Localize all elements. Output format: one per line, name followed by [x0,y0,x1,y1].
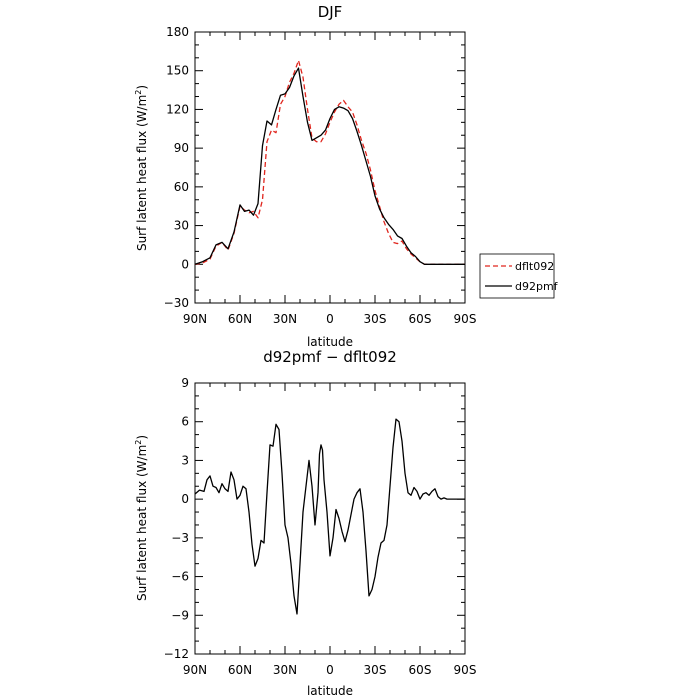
y-tick-label: 3 [181,453,189,467]
x-tick-label: 90S [454,312,477,326]
top-x-tick-labels: 90N 60N 30N 0 30S 60S 90S [183,312,477,326]
legend-label-dflt092: dflt092 [515,260,554,273]
bottom-x-tick-labels: 90N 60N 30N 0 30S 60S 90S [183,663,477,677]
y-tick-label: 0 [181,492,189,506]
top-axis-ticks [194,31,466,304]
legend-label-d92pmf: d92pmf [515,280,559,293]
x-tick-label: 60S [409,312,432,326]
bottom-y-axis-label-text: Surf latent heat flux (W/m [135,445,149,601]
x-tick-label: 0 [326,663,334,677]
legend-box [479,253,555,299]
top-chart-title: DJF [318,3,343,21]
top-chart: DJF 90N 60N 30N 0 30S 60S 90S −30 0 30 60 90 120 150… [134,3,476,349]
top-plot-frame [194,31,466,304]
x-tick-label: 90N [183,312,207,326]
top-y-axis-label-close: ) [135,85,149,90]
legend: dflt092 d92pmf [479,253,559,299]
y-tick-label: −3 [171,531,189,545]
series-line-d92pmf-dflt092 [194,418,465,615]
y-tick-label: 90 [174,141,189,155]
bottom-series-group [194,418,465,615]
y-tick-label: 9 [181,376,189,390]
series-line-dflt092 [194,59,465,265]
x-tick-label: 90N [183,663,207,677]
y-tick-label: 30 [174,219,189,233]
x-tick-label: 60N [228,312,252,326]
series-line-d92pmf [194,67,465,265]
y-tick-label: −6 [171,570,189,584]
bottom-axis-ticks [194,382,466,655]
bottom-y-axis-label-close: ) [135,435,149,440]
top-x-axis-label: latitude [307,335,353,349]
x-tick-label: 0 [326,312,334,326]
y-tick-label: −12 [164,647,189,661]
x-tick-label: 30N [273,312,297,326]
bottom-chart-title: d92pmf − dflt092 [263,348,397,366]
x-tick-label: 60N [228,663,252,677]
bottom-y-axis-label-sup: 2 [134,440,143,445]
bottom-y-axis-label: Surf latent heat flux (W/m2) [134,435,149,601]
top-y-tick-labels: −30 0 30 60 90 120 150 180 [164,25,189,310]
y-tick-label: 60 [174,180,189,194]
top-y-axis-label-sup: 2 [134,90,143,95]
x-tick-label: 30N [273,663,297,677]
y-tick-label: 6 [181,415,189,429]
x-tick-label: 30S [364,312,387,326]
x-tick-label: 30S [364,663,387,677]
bottom-y-tick-labels: −12 −9 −6 −3 0 3 6 9 [164,376,189,661]
y-tick-label: 120 [166,102,189,116]
top-series-group [194,59,465,265]
x-tick-label: 60S [409,663,432,677]
bottom-x-axis-label: latitude [307,684,353,698]
bottom-plot-frame [194,382,466,655]
y-tick-label: 150 [166,64,189,78]
bottom-chart: d92pmf − dflt092 90N 60N 30N 0 30S 60S 90S −12… [134,348,476,698]
top-y-axis-label: Surf latent heat flux (W/m2) [134,85,149,251]
y-tick-label: −30 [164,296,189,310]
y-tick-label: 0 [181,257,189,271]
y-tick-label: −9 [171,608,189,622]
y-tick-label: 180 [166,25,189,39]
x-tick-label: 90S [454,663,477,677]
top-y-axis-label-text: Surf latent heat flux (W/m [135,95,149,251]
